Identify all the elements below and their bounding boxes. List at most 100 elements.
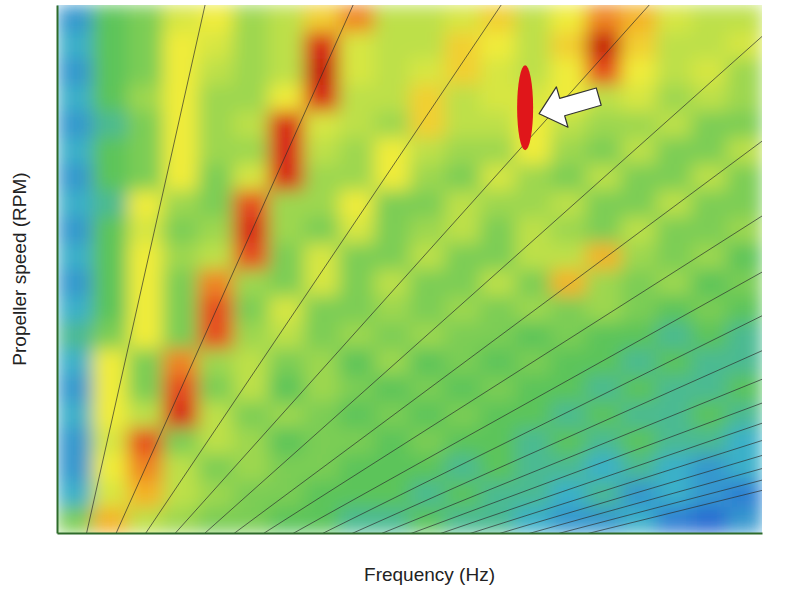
order-line bbox=[57, 5, 762, 533]
heat-cell bbox=[410, 243, 446, 270]
heat-cell bbox=[480, 454, 516, 481]
heat-cell bbox=[551, 295, 587, 322]
heat-cell bbox=[163, 31, 199, 58]
heat-cell bbox=[727, 163, 762, 190]
heat-cell bbox=[692, 190, 728, 217]
heat-cell bbox=[128, 507, 164, 533]
heat-cell bbox=[621, 111, 657, 138]
heat-cell bbox=[410, 58, 446, 85]
heat-cell bbox=[480, 480, 516, 507]
heat-cell bbox=[515, 427, 551, 454]
x-axis-line bbox=[58, 533, 763, 535]
heat-cell bbox=[445, 84, 481, 111]
heat-cell bbox=[621, 216, 657, 243]
heat-cell bbox=[269, 31, 305, 58]
heat-cell bbox=[128, 243, 164, 270]
heat-cell bbox=[586, 427, 622, 454]
heat-cell bbox=[163, 243, 199, 270]
heat-cell bbox=[374, 243, 410, 270]
heat-cell bbox=[692, 295, 728, 322]
heat-cell bbox=[374, 111, 410, 138]
heat-cell bbox=[515, 190, 551, 217]
heat-cell bbox=[339, 58, 375, 85]
heat-cell bbox=[656, 375, 692, 402]
heat-cell bbox=[92, 5, 128, 32]
heat-cell bbox=[269, 216, 305, 243]
heat-cell bbox=[656, 84, 692, 111]
heat-cell bbox=[57, 454, 93, 481]
heat-cell bbox=[586, 5, 622, 32]
heat-cell bbox=[374, 31, 410, 58]
order-line bbox=[57, 5, 762, 533]
heat-cell bbox=[586, 216, 622, 243]
heat-cell bbox=[198, 216, 234, 243]
heat-cell bbox=[163, 427, 199, 454]
heat-cell bbox=[304, 137, 340, 164]
heat-cell bbox=[656, 269, 692, 296]
order-line bbox=[57, 5, 762, 533]
heat-cell bbox=[480, 216, 516, 243]
heat-cell bbox=[656, 216, 692, 243]
heat-cell bbox=[198, 137, 234, 164]
heat-cell bbox=[692, 111, 728, 138]
heat-cell bbox=[233, 111, 269, 138]
heat-cell bbox=[727, 31, 762, 58]
order-line bbox=[57, 5, 501, 533]
heat-cell bbox=[374, 322, 410, 349]
heat-cell bbox=[92, 243, 128, 270]
heat-cell bbox=[233, 137, 269, 164]
order-line bbox=[57, 5, 762, 533]
heat-cell bbox=[233, 243, 269, 270]
heat-cell bbox=[128, 348, 164, 375]
heat-cell bbox=[57, 216, 93, 243]
heat-cell bbox=[304, 190, 340, 217]
y-axis-line bbox=[57, 6, 59, 534]
heat-cell bbox=[198, 427, 234, 454]
order-lines bbox=[57, 5, 762, 533]
heat-cell bbox=[269, 269, 305, 296]
heat-cell bbox=[304, 348, 340, 375]
heat-cell bbox=[269, 5, 305, 32]
heat-cell bbox=[445, 216, 481, 243]
heat-cell bbox=[92, 507, 128, 533]
heat-cell bbox=[269, 322, 305, 349]
heat-cell bbox=[339, 243, 375, 270]
heat-cell bbox=[551, 507, 587, 533]
heat-cell bbox=[374, 480, 410, 507]
heat-cell bbox=[374, 295, 410, 322]
heat-cell bbox=[515, 31, 551, 58]
heat-cell bbox=[163, 322, 199, 349]
heat-cell bbox=[339, 427, 375, 454]
heat-cell bbox=[551, 243, 587, 270]
heat-cell bbox=[57, 58, 93, 85]
heat-cell bbox=[621, 31, 657, 58]
heat-cell bbox=[410, 163, 446, 190]
order-line bbox=[57, 5, 762, 533]
heat-cell bbox=[551, 190, 587, 217]
heat-cell bbox=[445, 427, 481, 454]
heat-cell bbox=[374, 84, 410, 111]
heat-cell bbox=[374, 427, 410, 454]
heat-cell bbox=[339, 216, 375, 243]
heat-cell bbox=[128, 5, 164, 32]
heat-cell bbox=[339, 190, 375, 217]
heat-cell bbox=[480, 375, 516, 402]
heat-cell bbox=[656, 163, 692, 190]
heat-cell bbox=[692, 163, 728, 190]
heat-cell bbox=[515, 480, 551, 507]
heat-cell bbox=[727, 111, 762, 138]
heat-cell bbox=[586, 243, 622, 270]
heat-cell bbox=[233, 58, 269, 85]
heat-cell bbox=[92, 427, 128, 454]
heat-cell bbox=[57, 137, 93, 164]
heat-cell bbox=[304, 216, 340, 243]
heat-cell bbox=[551, 5, 587, 32]
heat-cell bbox=[445, 111, 481, 138]
heat-cell bbox=[339, 269, 375, 296]
heat-cell bbox=[586, 401, 622, 428]
heat-cell bbox=[515, 295, 551, 322]
heat-cell bbox=[621, 269, 657, 296]
heat-cell bbox=[163, 375, 199, 402]
heat-cell bbox=[445, 243, 481, 270]
heat-cell bbox=[92, 137, 128, 164]
